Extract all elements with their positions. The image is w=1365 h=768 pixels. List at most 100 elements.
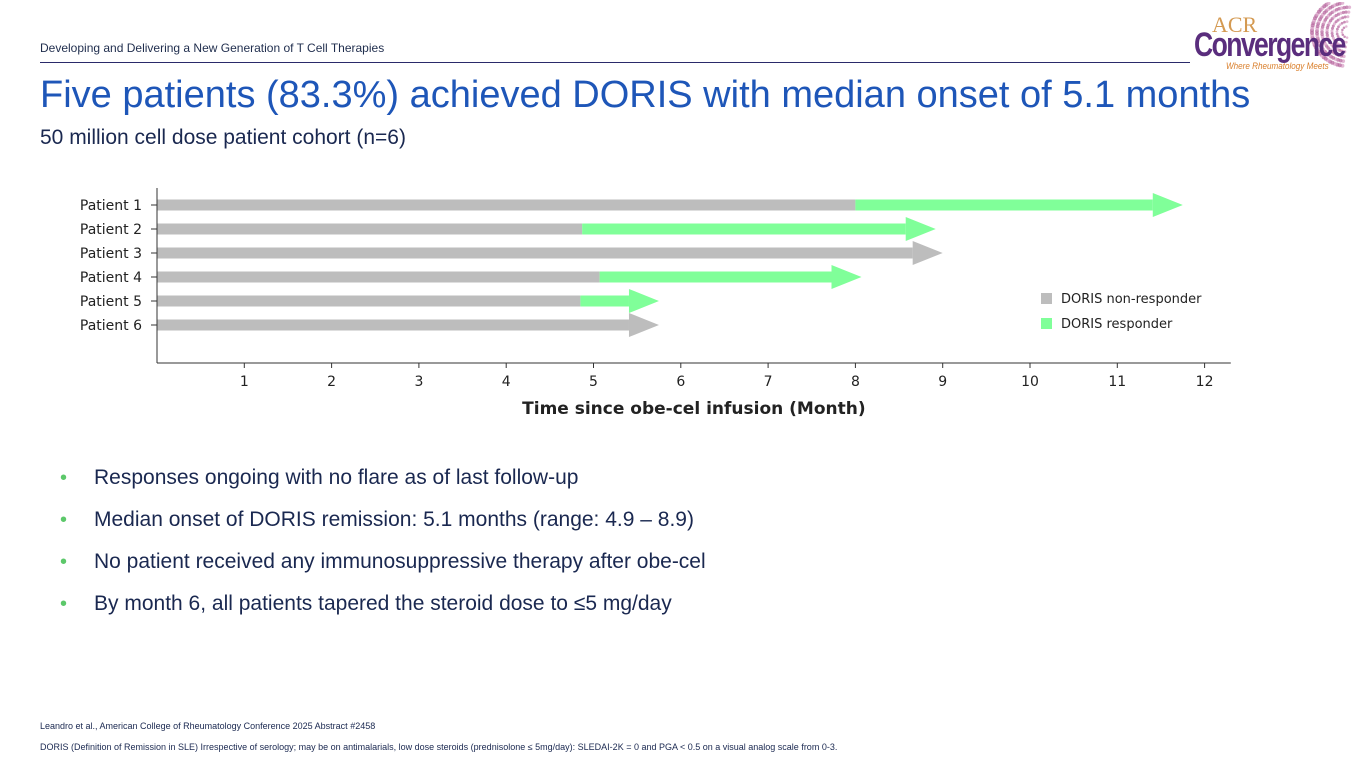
bullet-text: No patient received any immunosuppressiv…: [94, 550, 706, 573]
x-tick-label: 2: [327, 374, 336, 390]
bar-responder-2: [582, 223, 906, 235]
x-tick-label: 12: [1196, 374, 1214, 390]
logo-dot: [1344, 10, 1348, 14]
bar-responder-1: [855, 199, 1153, 211]
bar-nonresponder-5: [157, 295, 581, 307]
bullet-text: Responses ongoing with no flare as of la…: [94, 466, 579, 489]
x-tick-label: 4: [502, 374, 511, 390]
logo-dot: [1338, 23, 1342, 27]
y-tick-label: Patient 5: [80, 294, 142, 310]
slide-title: Five patients (83.3%) achieved DORIS wit…: [40, 74, 1251, 116]
chart-bars: [157, 193, 1183, 337]
logo-dot: [1333, 38, 1337, 42]
logo-tagline: Where Rheumatology Meets: [1226, 61, 1329, 71]
logo-acr-text: ACR: [1212, 12, 1258, 37]
citation-footnote: Leandro et al., American College of Rheu…: [40, 721, 376, 731]
logo-dot: [1326, 35, 1330, 40]
logo-dot: [1343, 35, 1346, 38]
bullet-marker: •: [60, 593, 68, 615]
y-tick-label: Patient 6: [80, 318, 142, 334]
logo-dot: [1326, 2, 1331, 6]
logo-dot: [1341, 10, 1346, 15]
logo-dot: [1335, 30, 1339, 33]
bar-arrowhead-1: [1152, 193, 1183, 217]
logo-dot: [1334, 40, 1338, 44]
logo-dot: [1339, 6, 1344, 10]
x-axis-title: Time since obe-cel infusion (Month): [522, 399, 866, 419]
x-tick-label: 10: [1021, 374, 1039, 390]
logo-dot: [1346, 15, 1350, 19]
logo-dot-pattern: [1310, 2, 1352, 68]
bar-arrowhead-5: [628, 289, 659, 313]
logo-dot: [1334, 20, 1338, 24]
bullet-marker: •: [60, 509, 68, 531]
bar-nonresponder-4: [157, 271, 600, 283]
legend-label: DORIS responder: [1061, 317, 1173, 332]
logo-dot: [1340, 21, 1344, 25]
x-tick-label: 6: [676, 374, 685, 390]
y-tick-label: Patient 4: [80, 270, 142, 286]
chart-axes: Patient 1 Patient 2 Patient 3 Patient 4 Pati…: [80, 188, 1231, 419]
logo-dot: [1340, 31, 1344, 34]
doris-onset-chart: Patient 1 Patient 2 Patient 3 Patient 4 Pati…: [80, 188, 1231, 419]
logo-dot: [1340, 2, 1345, 5]
bar-nonresponder-2: [157, 223, 583, 235]
x-tick-label: 1: [240, 374, 249, 390]
logo-dot: [1337, 25, 1340, 29]
bar-responder-5: [580, 295, 629, 307]
legend-label: DORIS non-responder: [1061, 292, 1202, 307]
logo-dot: [1325, 33, 1329, 37]
legend-swatch: [1041, 318, 1052, 329]
logo-dot: [1325, 30, 1329, 35]
x-tick-label: 5: [589, 374, 598, 390]
x-tick-label: 11: [1108, 374, 1126, 390]
logo-dot: [1345, 36, 1349, 39]
logo-dot: [1338, 17, 1342, 21]
doris-definition-footnote: DORIS (Definition of Remission in SLE) I…: [40, 742, 838, 752]
logo-dot: [1336, 35, 1340, 38]
logo-dot: [1347, 5, 1352, 10]
logo-dot: [1336, 42, 1340, 46]
logo-dot: [1343, 50, 1347, 54]
logo-dot: [1339, 11, 1343, 15]
logo-dot: [1344, 40, 1348, 44]
logo-dot: [1336, 27, 1339, 31]
logo-dot: [1333, 22, 1336, 26]
logo-convergence-text: Convergence: [1194, 26, 1346, 64]
logo-dot: [1345, 20, 1349, 23]
acr-convergence-logo: ACR Convergence Where Rheumatology Meets: [1190, 2, 1360, 76]
x-tick-label: 3: [414, 374, 423, 390]
legend-swatch: [1041, 293, 1052, 304]
bar-nonresponder-1: [157, 199, 856, 211]
logo-dot: [1341, 44, 1345, 48]
bar-arrowhead-4: [831, 265, 862, 289]
y-tick-label: Patient 2: [80, 222, 142, 238]
logo-dot: [1341, 33, 1345, 37]
logo-dot: [1331, 34, 1334, 38]
logo-dot: [1331, 24, 1335, 28]
bullet-item: • Responses ongoing with no flare as of l…: [60, 462, 706, 504]
bullet-item: • No patient received any immunosuppressi…: [60, 546, 706, 588]
bullet-text: By month 6, all patients tapered the ste…: [94, 592, 672, 615]
logo-dot: [1344, 45, 1347, 49]
chart-legend: DORIS non-responder DORIS responder: [1041, 292, 1202, 332]
slide-subtitle: 50 million cell dose patient cohort (n=6…: [40, 126, 406, 149]
header-divider: [40, 62, 1190, 63]
y-tick-label: Patient 1: [80, 198, 142, 214]
logo-dot: [1342, 40, 1346, 43]
logo-dot: [1343, 15, 1347, 19]
logo-dot: [1330, 29, 1334, 33]
logo-dot: [1336, 18, 1340, 22]
logo-dot: [1335, 32, 1339, 36]
bullet-item: • By month 6, all patients tapered the st…: [60, 588, 706, 630]
bar-nonresponder-6: [157, 319, 629, 331]
logo-dot: [1331, 36, 1335, 40]
bullet-list: • Responses ongoing with no flare as of l…: [60, 462, 706, 630]
bullet-marker: •: [60, 551, 68, 573]
logo-dot: [1341, 28, 1344, 32]
x-tick-label: 7: [764, 374, 773, 390]
bar-arrowhead-6: [628, 313, 659, 337]
bullet-marker: •: [60, 467, 68, 489]
bar-arrowhead-3: [912, 241, 943, 265]
logo-dot: [1325, 28, 1329, 32]
